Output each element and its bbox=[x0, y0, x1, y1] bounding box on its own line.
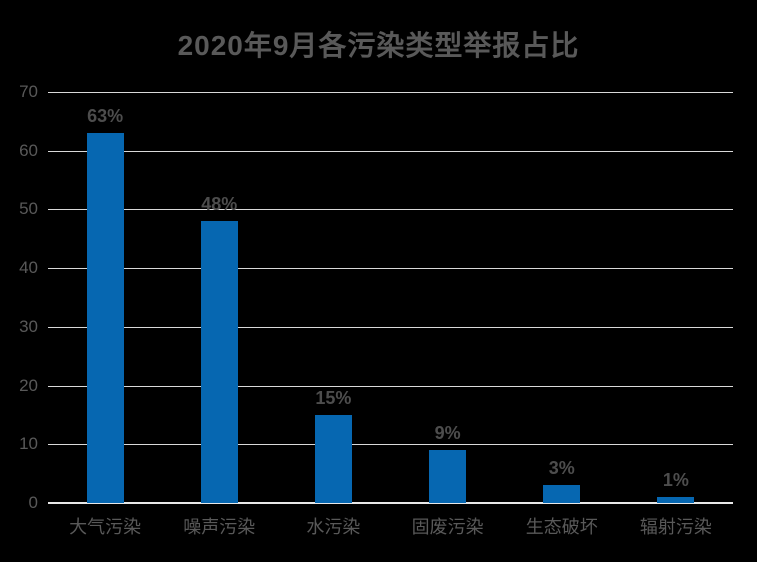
gridline bbox=[48, 268, 733, 270]
bar bbox=[86, 133, 124, 503]
gridline bbox=[48, 92, 733, 93]
y-tick-label: 60 bbox=[19, 140, 38, 160]
y-tick-label: 30 bbox=[19, 316, 38, 336]
bar bbox=[314, 414, 352, 503]
x-category-label: 固废污染 bbox=[411, 517, 484, 537]
y-tick-label: 40 bbox=[19, 258, 38, 278]
bar-value-label: 1% bbox=[662, 470, 689, 491]
bar bbox=[543, 485, 581, 503]
bar-value-label: 9% bbox=[434, 423, 461, 444]
bar-value-label: 63% bbox=[87, 106, 124, 127]
bar-value-label: 3% bbox=[548, 458, 575, 479]
x-category-label: 大气污染 bbox=[69, 517, 142, 537]
y-tick-label: 50 bbox=[19, 199, 38, 219]
bar bbox=[429, 450, 467, 503]
bar bbox=[657, 497, 695, 503]
y-tick-label: 0 bbox=[28, 493, 38, 512]
x-category-label: 噪声污染 bbox=[183, 517, 256, 537]
y-tick-label: 10 bbox=[19, 434, 38, 454]
x-category-label: 水污染 bbox=[306, 517, 361, 537]
bar bbox=[200, 221, 238, 503]
x-category-label: 辐射污染 bbox=[639, 517, 712, 537]
plot-area bbox=[48, 92, 733, 504]
y-tick-label: 70 bbox=[19, 82, 38, 101]
gridline bbox=[48, 326, 733, 328]
bar-value-label: 48% bbox=[201, 194, 238, 215]
bar-value-label: 15% bbox=[315, 387, 352, 408]
chart-title: 2020年9月各污染类型举报占比 bbox=[177, 30, 580, 61]
gridline bbox=[48, 444, 733, 446]
gridline bbox=[48, 385, 733, 387]
x-axis-line bbox=[48, 502, 733, 504]
x-category-label: 生态破坏 bbox=[525, 517, 598, 537]
gridline bbox=[48, 209, 733, 211]
gridline bbox=[48, 150, 733, 152]
y-tick-label: 20 bbox=[19, 375, 38, 395]
